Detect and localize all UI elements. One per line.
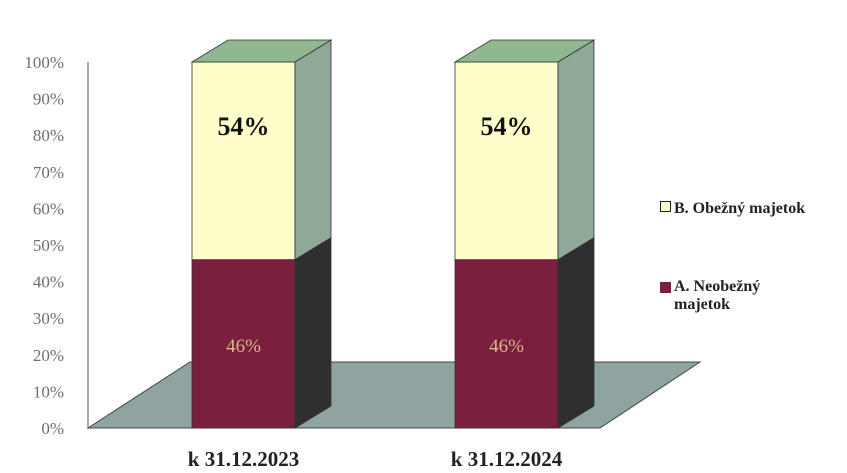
bar-segment-front bbox=[454, 259, 559, 429]
bar-segment-side bbox=[294, 236, 332, 429]
y-tick-label: 50% bbox=[33, 236, 64, 255]
y-tick-label: 60% bbox=[33, 199, 64, 218]
chart-floor bbox=[86, 361, 702, 429]
bar-segment-front bbox=[191, 61, 296, 261]
y-tick-label: 0% bbox=[41, 419, 64, 438]
bar-segment-front bbox=[454, 61, 559, 261]
legend-item-obezny: B. Obežný majetok bbox=[660, 200, 805, 218]
y-tick-label: 100% bbox=[24, 53, 64, 72]
y-tick-label: 70% bbox=[33, 163, 64, 182]
legend-item-neobezny: A. Neobežný majetok bbox=[660, 278, 780, 314]
y-axis-ticks: 0% 10% 20% 30% 40% 50% 60% 70% 80% 90% 100% bbox=[24, 53, 64, 438]
bar-segment-front bbox=[191, 259, 296, 429]
y-tick-label: 30% bbox=[33, 309, 64, 328]
x-category-label: k 31.12.2023 bbox=[188, 447, 299, 471]
bar-data-label: 46% bbox=[226, 336, 261, 357]
bar-segment-side bbox=[294, 39, 332, 261]
bar-segment-side bbox=[557, 39, 595, 261]
bars-group: 46% 54% 46% 54% bbox=[190, 39, 596, 429]
bar-data-label: 54% bbox=[218, 112, 270, 141]
y-tick-label: 20% bbox=[33, 346, 64, 365]
y-tick-label: 40% bbox=[33, 273, 64, 292]
x-category-label: k 31.12.2024 bbox=[451, 447, 563, 471]
y-tick-label: 10% bbox=[33, 382, 64, 401]
legend-swatch-neobezny bbox=[660, 282, 671, 293]
legend-label-obezny: B. Obežný majetok bbox=[674, 200, 806, 217]
x-axis-categories: k 31.12.2023 k 31.12.2024 bbox=[188, 447, 563, 471]
bar-data-label: 46% bbox=[489, 336, 524, 357]
bar-top-face bbox=[453, 39, 596, 63]
legend-swatch-obezny bbox=[660, 201, 671, 212]
bar-segment-side bbox=[557, 236, 595, 429]
y-tick-label: 90% bbox=[33, 90, 64, 109]
bar-data-label: 54% bbox=[481, 112, 533, 141]
y-tick-label: 80% bbox=[33, 126, 64, 145]
bar-top-face bbox=[190, 39, 333, 63]
legend-label-neobezny: A. Neobežný majetok bbox=[674, 278, 761, 313]
